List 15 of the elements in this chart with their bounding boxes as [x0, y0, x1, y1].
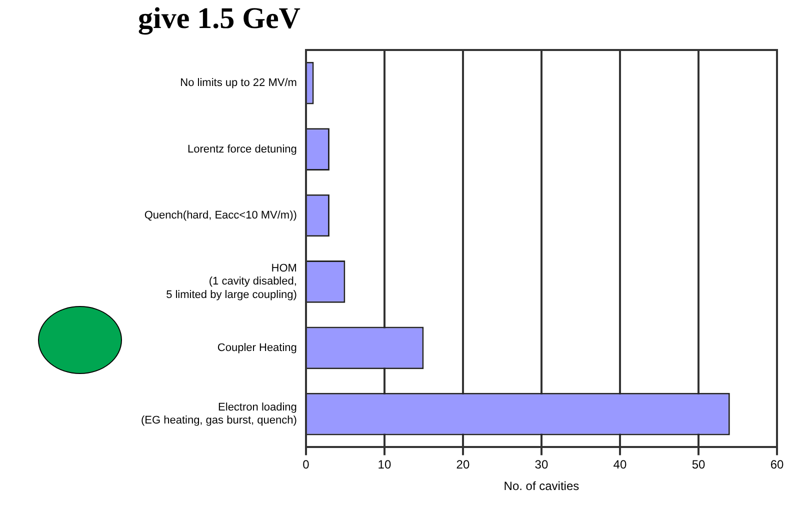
x-tick-label: 10 [378, 458, 392, 472]
x-axis-title: No. of cavities [504, 479, 580, 494]
y-tick-label: HOM (1 cavity disabled, 5 limited by large coupling) [166, 262, 297, 301]
x-tick-label: 30 [534, 458, 548, 472]
x-tick-label: 60 [770, 458, 784, 472]
y-tick-label: Quench(hard, Eacc<10 MV/m)) [144, 210, 297, 222]
x-tick-label: 20 [456, 458, 470, 472]
y-tick-label: No limits up to 22 MV/m [180, 77, 297, 90]
x-tick-label: 40 [613, 458, 627, 472]
x-tick-label: 0 [302, 458, 310, 472]
y-tick-label: Coupler Heating [217, 342, 297, 354]
x-tick-label: 50 [692, 458, 706, 472]
y-tick-label: Electron loading (EG heating, gas burst, quench) [140, 402, 297, 427]
y-tick-label: Lorentz force detuning [187, 143, 297, 156]
chart-title: give 1.5 GeV [138, 2, 301, 35]
